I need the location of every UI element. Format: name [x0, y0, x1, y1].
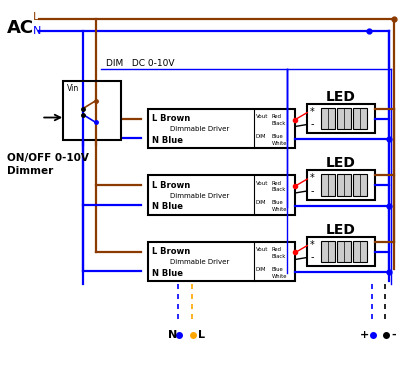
Text: Black: Black: [271, 254, 286, 259]
Text: -: -: [310, 119, 314, 129]
Text: Red: Red: [271, 180, 281, 186]
Text: *: *: [310, 106, 315, 116]
Text: White: White: [271, 141, 287, 146]
Bar: [148, 241, 295, 281]
Bar: [337, 174, 351, 196]
Text: Dimmable Driver: Dimmable Driver: [170, 126, 229, 132]
Text: L: L: [198, 330, 205, 340]
Text: Red: Red: [271, 247, 281, 252]
Text: Dimmable Driver: Dimmable Driver: [170, 259, 229, 266]
Text: +: +: [360, 330, 369, 340]
Bar: [321, 108, 335, 129]
Text: White: White: [271, 274, 287, 279]
Text: Dimmable Driver: Dimmable Driver: [170, 193, 229, 199]
Bar: [307, 170, 375, 200]
Text: AC: AC: [7, 19, 34, 37]
Text: N Blue: N Blue: [153, 136, 183, 145]
Bar: [307, 237, 375, 266]
Text: DIM: DIM: [256, 267, 266, 272]
Bar: [353, 241, 367, 262]
Text: N Blue: N Blue: [153, 269, 183, 278]
Text: Blue: Blue: [271, 134, 283, 139]
Text: L Brown: L Brown: [153, 180, 191, 189]
Bar: [307, 104, 375, 134]
Text: DIM: DIM: [256, 134, 266, 139]
Text: -: -: [310, 253, 314, 263]
Text: DIM: DIM: [256, 201, 266, 205]
Bar: [63, 81, 121, 140]
Text: -: -: [310, 186, 314, 196]
Bar: [353, 174, 367, 196]
Text: Red: Red: [271, 114, 281, 119]
Text: Vin: Vin: [67, 84, 79, 93]
Bar: [148, 109, 295, 148]
Text: Vout: Vout: [256, 247, 268, 252]
Text: Black: Black: [271, 187, 286, 192]
Bar: [148, 175, 295, 215]
Text: Black: Black: [271, 121, 286, 126]
Text: N: N: [168, 330, 178, 340]
Text: Blue: Blue: [271, 267, 283, 272]
Bar: [321, 241, 335, 262]
Text: N: N: [33, 26, 42, 36]
Text: N Blue: N Blue: [153, 202, 183, 211]
Text: *: *: [310, 240, 315, 250]
Bar: [337, 241, 351, 262]
Text: White: White: [271, 207, 287, 212]
Text: L: L: [33, 12, 40, 22]
Bar: [321, 174, 335, 196]
Bar: [353, 108, 367, 129]
Text: DIM   DC 0-10V: DIM DC 0-10V: [106, 60, 174, 68]
Text: -: -: [392, 330, 396, 340]
Bar: [337, 108, 351, 129]
Text: LED: LED: [326, 223, 356, 237]
Text: *: *: [310, 173, 315, 183]
Text: Dimmer: Dimmer: [7, 166, 53, 176]
Text: LED: LED: [326, 156, 356, 170]
Text: LED: LED: [326, 90, 356, 104]
Text: L Brown: L Brown: [153, 247, 191, 256]
Text: ON/OFF 0-10V: ON/OFF 0-10V: [7, 153, 88, 163]
Text: L Brown: L Brown: [153, 114, 191, 123]
Text: Vout: Vout: [256, 180, 268, 186]
Text: Blue: Blue: [271, 201, 283, 205]
Text: Vout: Vout: [256, 114, 268, 119]
